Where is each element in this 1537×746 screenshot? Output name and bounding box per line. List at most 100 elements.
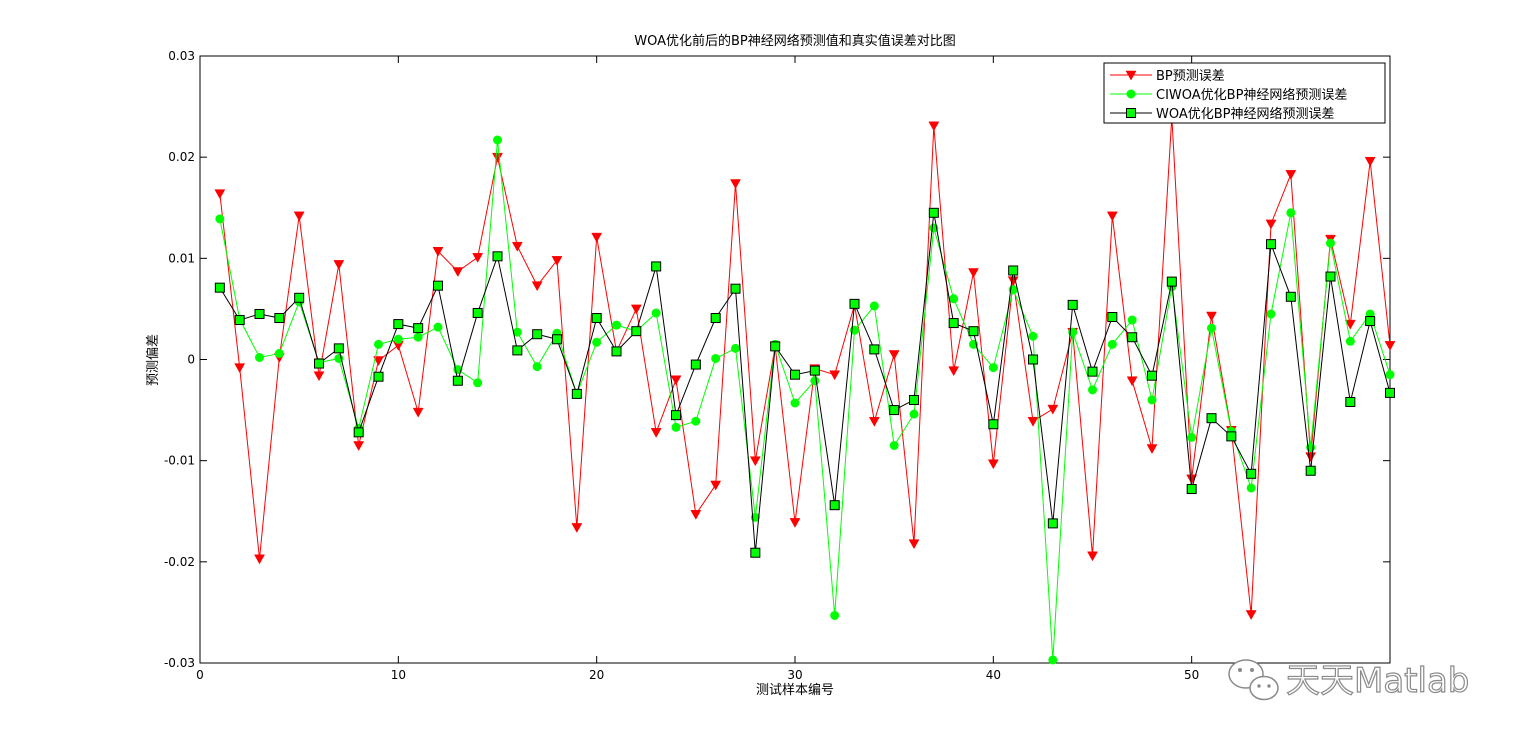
data-point [1187, 432, 1197, 442]
data-point [314, 358, 324, 369]
data-point [255, 352, 264, 362]
data-point [1206, 413, 1217, 424]
data-point [512, 345, 523, 356]
data-point [1087, 551, 1098, 562]
data-point [987, 459, 999, 470]
data-point [750, 512, 760, 522]
data-point [651, 308, 661, 318]
data-point [710, 480, 722, 491]
data-point [1107, 339, 1117, 349]
data-point [1146, 444, 1158, 455]
data-point [234, 315, 245, 326]
data-point [1385, 370, 1395, 380]
data-point [949, 294, 959, 304]
data-point [254, 554, 265, 565]
data-point [690, 359, 701, 370]
y-tick-label: 0.01 [168, 251, 195, 265]
data-point [1186, 483, 1197, 494]
data-point [393, 319, 404, 330]
data-point [730, 283, 741, 294]
data-point [1265, 219, 1277, 230]
data-point [1345, 336, 1355, 346]
x-tick-label: 0 [196, 668, 204, 682]
data-point [274, 348, 284, 358]
data-point [612, 320, 621, 330]
data-point [889, 440, 899, 450]
data-point [1147, 370, 1157, 381]
chart-title: WOA优化前后的BP神经网络预测值和真实值误差对比图 [634, 33, 956, 49]
data-point [1344, 319, 1356, 330]
legend-marker [1126, 89, 1136, 99]
legend-label: CIWOA优化BP神经网络预测误差 [1156, 87, 1347, 103]
data-point [473, 378, 483, 388]
data-point [690, 510, 702, 520]
data-point [829, 500, 840, 511]
data-point [988, 363, 998, 373]
data-point [1126, 376, 1138, 387]
data-point [750, 547, 761, 558]
data-point [591, 313, 602, 324]
data-point [908, 539, 920, 550]
data-point [1305, 465, 1316, 476]
data-point [749, 456, 761, 467]
series-line [219, 116, 1391, 615]
y-tick-label: 0 [187, 353, 195, 367]
series-2 [215, 135, 1395, 665]
data-point [651, 261, 662, 272]
data-point [730, 179, 741, 189]
data-point [452, 267, 464, 277]
x-tick-label: 10 [391, 668, 406, 682]
plot-area [199, 55, 1391, 664]
data-point [1027, 416, 1039, 427]
data-point [571, 388, 582, 399]
data-point [1285, 291, 1296, 302]
data-point [1067, 299, 1078, 310]
data-point [472, 253, 484, 263]
data-point [888, 350, 900, 360]
data-point [830, 610, 840, 620]
data-point [1345, 396, 1356, 407]
watermark-text: 天天Matlab [1286, 661, 1469, 701]
data-point [294, 292, 305, 303]
data-point [1028, 354, 1038, 365]
data-point [670, 375, 682, 386]
data-point [1127, 332, 1138, 343]
data-point [374, 339, 383, 349]
data-point [691, 416, 701, 426]
data-point [1206, 311, 1217, 322]
data-point [511, 241, 523, 252]
data-point [1305, 452, 1317, 463]
data-point [373, 356, 384, 367]
legend-marker [1125, 70, 1137, 81]
data-point [214, 282, 225, 293]
data-point [413, 323, 424, 334]
data-point [1226, 431, 1237, 442]
data-point [353, 427, 364, 438]
data-point [671, 422, 681, 432]
data-point [1107, 312, 1118, 323]
legend-entry-3: WOA优化BP神经网络预测误差 [1110, 106, 1335, 122]
data-point [492, 152, 503, 163]
data-point [889, 405, 900, 416]
data-point [1326, 238, 1335, 248]
data-point [452, 375, 463, 386]
axes: 0 10 20 30 40 50 -0.03 -0.02 -0.01 0 0.01 0.02 0.03 [164, 49, 1390, 682]
data-point [433, 280, 443, 291]
x-tick-label: 40 [986, 668, 1001, 682]
data-point [1246, 468, 1257, 479]
data-point [433, 322, 443, 332]
data-point [234, 363, 246, 374]
data-point [1384, 341, 1396, 351]
x-tick-label: 20 [589, 668, 604, 682]
data-point [928, 207, 939, 218]
data-point [1286, 208, 1296, 218]
data-point [671, 410, 681, 421]
data-point [1266, 239, 1276, 250]
data-point [492, 251, 503, 262]
data-point [1048, 655, 1058, 665]
y-tick-label: -0.02 [164, 555, 195, 569]
data-point [1285, 170, 1297, 180]
y-tick-label: 0.02 [168, 150, 195, 164]
data-point [710, 313, 721, 324]
